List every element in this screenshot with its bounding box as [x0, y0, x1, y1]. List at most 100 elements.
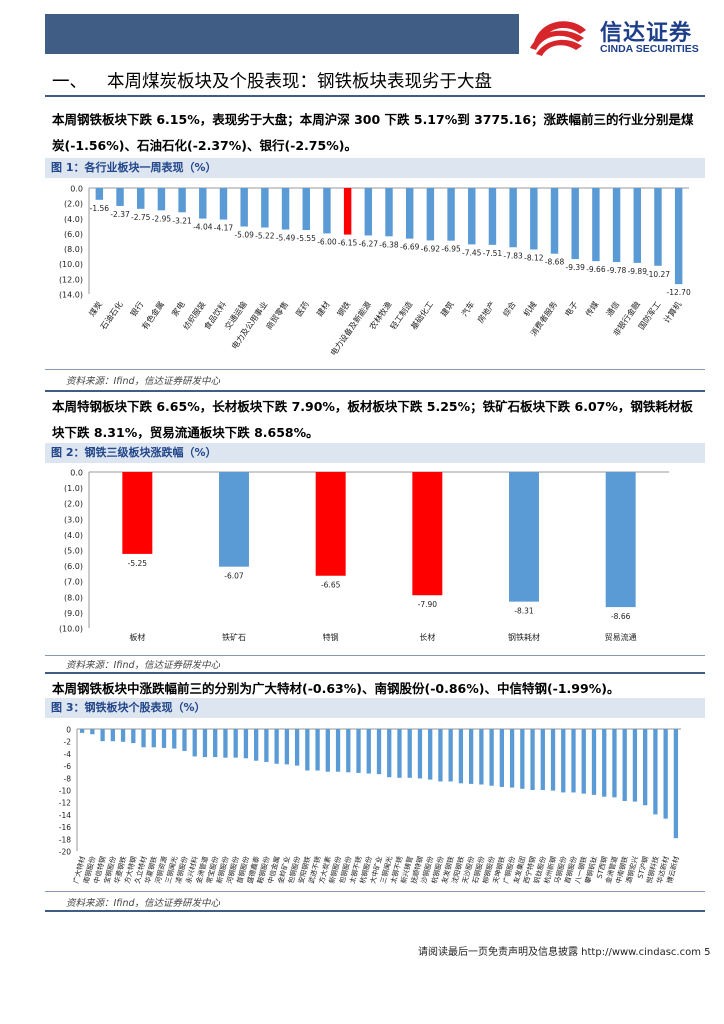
fig3-bar — [151, 729, 156, 748]
fig1-category-label: 计算机 — [661, 299, 683, 324]
fig3-bar — [448, 729, 453, 782]
fig2-bar — [605, 472, 636, 608]
fig1-data-label: -4.04 — [193, 223, 213, 232]
fig3-bar — [540, 729, 545, 790]
fig3-bar — [438, 729, 443, 782]
fig2-data-label: -6.65 — [321, 581, 341, 590]
fig1-bar — [116, 188, 124, 206]
figure-3-svg: 0-2-4-6-8-10-12-14-16-18-20广大特材南钢股份中信特钢宝… — [59, 726, 681, 885]
fig1-category-label: 房地产 — [475, 299, 497, 324]
fig3-ytick-label: -6 — [64, 762, 72, 771]
fig3-bar — [233, 729, 238, 758]
figure-2-svg: 0.0 (1.0) (2.0) (3.0) (4.0) (5.0) (6.0) (7.0) (8… — [59, 469, 669, 642]
fig3-bar — [489, 729, 494, 786]
fig1-bar — [654, 188, 662, 266]
fig3-bar — [468, 729, 474, 784]
fig3-bar — [622, 729, 627, 801]
fig3-ytick-label: -18 — [59, 835, 71, 844]
fig1-bar — [571, 188, 579, 260]
fig1-data-label: -8.12 — [524, 253, 544, 262]
fig1-data-label: -6.27 — [359, 239, 379, 248]
fig2-ytick-label: (4.0) — [64, 531, 83, 540]
fig3-bar — [530, 729, 535, 790]
fig1-category-label: 煤炭 — [87, 299, 104, 318]
fig2-category-label: 铁矿石 — [222, 632, 246, 642]
fig1-bar — [137, 188, 145, 209]
figure-1-svg: 0.0 (2.0) (4.0) (6.0) (8.0) (10.0) (12.0) (14.0… — [59, 185, 691, 358]
fig3-bar — [499, 729, 504, 787]
fig1-ytick-label: (2.0) — [64, 200, 83, 209]
fig1-data-label: -7.51 — [483, 249, 503, 258]
fig3-bar — [254, 729, 259, 761]
fig1-data-label: -5.22 — [255, 232, 275, 241]
fig3-bar — [407, 729, 412, 778]
fig1-category-label: 电子 — [562, 299, 579, 318]
fig3-bar — [602, 729, 607, 797]
fig3-bar — [131, 729, 136, 744]
fig2-data-label: -8.66 — [611, 612, 631, 621]
fig1-ytick-label: (4.0) — [64, 215, 83, 224]
figure-2-title: 图 2：钢铁三级板块涨跌幅（%） — [45, 443, 705, 463]
fig2-ytick-label: (3.0) — [64, 515, 83, 524]
fig1-data-label: -9.66 — [586, 265, 606, 274]
fig1-data-label: -5.55 — [297, 234, 317, 243]
fig1-data-label: -6.95 — [441, 245, 461, 254]
figure-1-end-rule — [45, 390, 705, 392]
paragraph-1-line-2: 炭(-1.56%)、石油石化(-2.37%)、银行(-2.75%)。 — [52, 138, 357, 153]
fig2-category-label: 贸易流通 — [605, 632, 637, 642]
fig2-ytick-label: (10.0) — [59, 625, 83, 634]
fig3-bar — [192, 729, 197, 757]
fig3-bar — [612, 729, 617, 798]
figure-3-bottom-rule — [45, 891, 705, 892]
fig1-data-label: -6.92 — [421, 244, 441, 253]
fig3-bar — [376, 729, 382, 775]
fig2-bar — [412, 472, 443, 596]
fig1-data-label: -5.09 — [234, 231, 254, 240]
fig3-bar — [294, 729, 300, 766]
fig3-bar — [161, 729, 167, 748]
fig3-ytick-label: -8 — [64, 774, 72, 783]
figure-2-bottom-rule — [45, 655, 705, 656]
fig3-bar — [110, 729, 115, 742]
fig3-ytick-label: -10 — [59, 787, 71, 796]
figure-3-source: 资料来源：Ifind，信达证券研发中心 — [66, 898, 220, 909]
fig1-data-label: -6.15 — [338, 239, 358, 248]
fig1-data-label: -6.69 — [400, 243, 420, 252]
section-number: 一、 — [52, 72, 87, 92]
fig1-data-label: -9.39 — [566, 263, 586, 272]
fig1-ytick-label: (8.0) — [64, 245, 83, 254]
header-bar — [45, 14, 519, 54]
fig3-ytick-label: -20 — [59, 848, 71, 857]
paragraph-3: 本周钢铁板块中涨跌幅前三的分别为广大特材(-0.63%)、南钢股份(-0.86%… — [52, 681, 620, 696]
fig3-ytick-label: -2 — [64, 738, 72, 747]
cinda-logo: 信达证券 CINDA SECURITIES — [528, 12, 708, 58]
fig3-bar — [571, 729, 576, 793]
figure-2-end-rule — [45, 672, 705, 674]
fig1-bar — [633, 188, 641, 263]
fig3-bar — [561, 729, 566, 793]
fig3-ytick-label: -4 — [64, 750, 72, 759]
fig3-bar — [305, 729, 310, 771]
fig1-data-label: -10.27 — [646, 270, 670, 279]
fig3-bar — [663, 729, 668, 819]
fig2-ytick-label: (2.0) — [64, 500, 83, 509]
fig3-bar — [653, 729, 658, 815]
fig1-ytick-label: (14.0) — [59, 291, 83, 300]
fig2-bar — [122, 472, 153, 554]
fig1-data-label: -2.37 — [110, 210, 130, 219]
fig1-category-label: 汽车 — [459, 299, 476, 318]
fig2-bar — [315, 472, 346, 576]
fig3-bar — [243, 729, 249, 759]
fig3-bar — [458, 729, 464, 784]
fig1-data-label: -2.95 — [152, 214, 172, 223]
fig3-bar — [79, 729, 85, 733]
fig2-ytick-label: 0.0 — [70, 469, 83, 478]
fig1-data-label: -7.83 — [503, 251, 523, 260]
fig1-bar — [530, 188, 538, 250]
fig2-ytick-label: (9.0) — [64, 609, 83, 618]
section-title-text: 本周煤炭板块及个股表现：钢铁板块表现劣于大盘 — [107, 72, 492, 92]
fig1-category-label: 建筑 — [438, 299, 455, 318]
fig3-bar — [264, 729, 269, 762]
fig3-bar — [346, 729, 351, 773]
fig1-data-label: -7.45 — [462, 248, 482, 257]
